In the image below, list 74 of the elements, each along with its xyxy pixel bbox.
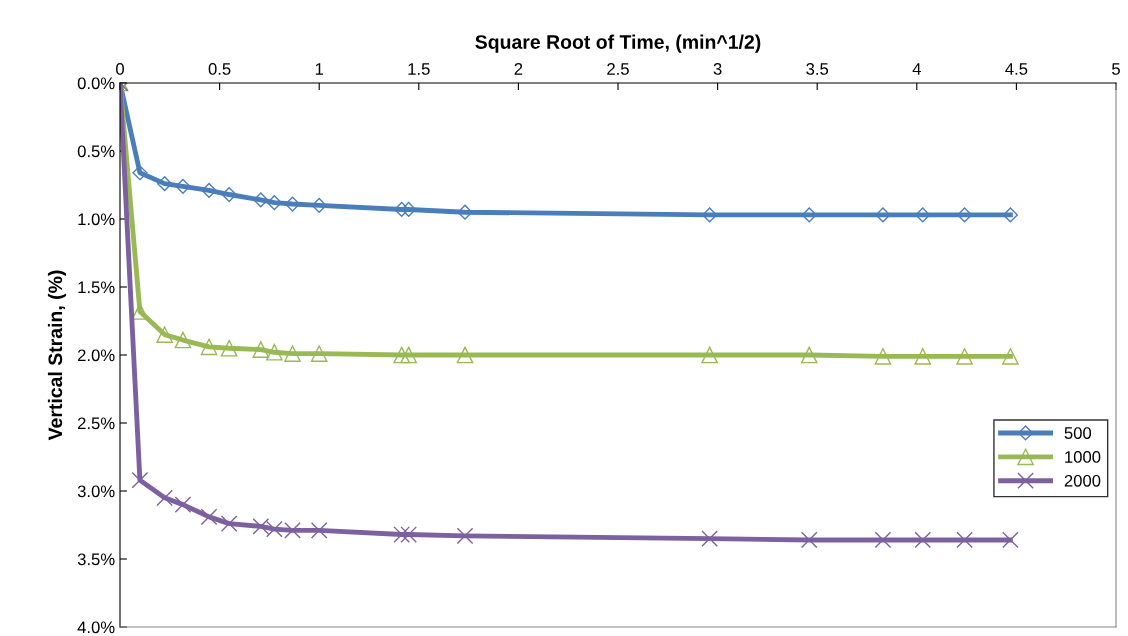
point <box>200 508 218 526</box>
point <box>156 489 173 507</box>
x-tick-label: 5 <box>1112 63 1120 75</box>
legend-label: 1000 <box>1065 451 1101 463</box>
x-tick-label: 4 <box>912 63 921 75</box>
point <box>401 201 417 218</box>
point <box>220 339 238 357</box>
x-axis-title: Square Root of Time, (min^1/2) <box>475 34 761 53</box>
point <box>400 526 417 543</box>
point <box>310 345 328 362</box>
point <box>400 346 417 364</box>
point <box>311 197 327 213</box>
point <box>174 331 192 349</box>
point <box>200 338 218 356</box>
y-tick-label: 2.5% <box>77 417 115 430</box>
y-tick-label: 3.5% <box>77 553 115 566</box>
point <box>1002 348 1019 365</box>
point <box>800 531 818 549</box>
point <box>956 531 973 549</box>
legend-label: 2000 <box>1064 474 1101 487</box>
point <box>456 346 474 364</box>
x-tick-label: 1 <box>315 63 324 75</box>
point <box>220 515 238 532</box>
point <box>253 192 269 208</box>
x-tick-label: 3 <box>713 63 722 75</box>
point <box>393 346 411 364</box>
point <box>457 204 473 220</box>
point <box>310 522 328 539</box>
point <box>393 526 411 543</box>
point <box>221 186 237 203</box>
y-tick-label: 0.5% <box>77 145 115 158</box>
point <box>266 343 283 361</box>
x-tick-label: 2 <box>514 63 523 75</box>
point <box>252 341 270 358</box>
x-tick-label: 0.5 <box>208 63 231 75</box>
x-tick-label: 1.5 <box>408 63 430 75</box>
y-tick-label: 2.0% <box>77 349 115 362</box>
y-tick-label: 1.5% <box>78 281 115 294</box>
x-tick-label: 0 <box>116 63 124 75</box>
point <box>914 348 932 365</box>
point <box>284 345 301 362</box>
point <box>701 530 718 547</box>
point <box>957 207 973 223</box>
point <box>800 346 818 364</box>
point <box>201 182 217 199</box>
point <box>456 527 474 545</box>
y-tick-label: 0.0% <box>77 77 115 90</box>
point <box>874 348 892 365</box>
x-tick-label: 2.5 <box>607 63 629 75</box>
x-tick-label: 4.5 <box>1005 63 1028 75</box>
y-tick-label: 1.0% <box>78 213 115 226</box>
y-tick-label: 3.0% <box>77 485 115 498</box>
point <box>284 196 301 212</box>
x-tick-label: 3.5 <box>806 63 829 75</box>
y-axis-title: Vertical Strain, (%) <box>47 270 67 441</box>
point <box>175 178 191 194</box>
legend-label: 500 <box>1064 427 1092 439</box>
point <box>174 496 192 513</box>
point <box>1002 531 1019 549</box>
point <box>1002 207 1018 223</box>
point <box>156 326 173 343</box>
point <box>874 531 892 549</box>
point <box>875 207 891 223</box>
point <box>914 531 932 549</box>
point <box>701 346 718 364</box>
point <box>956 348 973 365</box>
point <box>915 207 931 223</box>
point <box>702 207 718 223</box>
point <box>157 176 173 192</box>
point <box>801 207 817 223</box>
point <box>132 165 148 181</box>
y-tick-label: 4.0% <box>77 621 115 634</box>
point <box>131 471 149 489</box>
point <box>266 195 282 211</box>
